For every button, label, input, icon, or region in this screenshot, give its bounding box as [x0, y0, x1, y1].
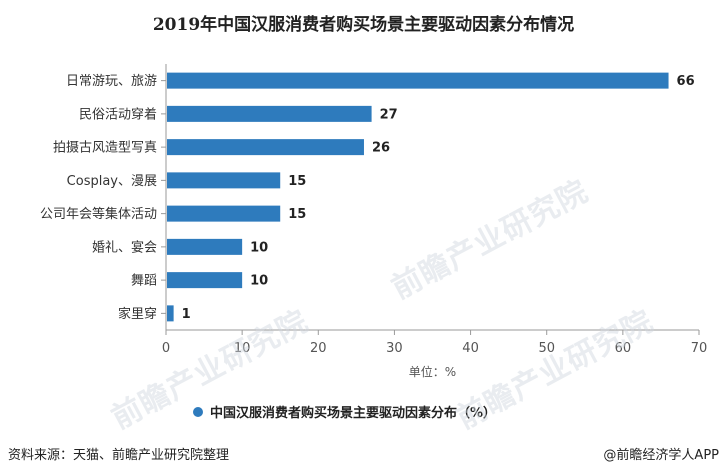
chart-title: 2019年中国汉服消费者购买场景主要驱动因素分布情况 [152, 15, 575, 35]
category-label: 公司年会等集体活动 [40, 206, 157, 222]
category-label: Cosplay、漫展 [67, 174, 157, 189]
category-label: 拍摄古风造型写真 [53, 141, 157, 156]
x-tick-label: 0 [162, 341, 170, 356]
category-label: 日常游玩、旅游 [66, 74, 157, 89]
x-tick-label: 20 [310, 341, 327, 356]
data-label: 15 [288, 174, 306, 189]
x-tick-label: 70 [691, 341, 708, 356]
legend-label: 中国汉服消费者购买场景主要驱动因素分布（%） [210, 405, 496, 421]
data-label: 66 [677, 74, 695, 89]
x-tick-label: 10 [234, 341, 251, 356]
bar [167, 72, 669, 89]
x-tick-label: 40 [462, 341, 479, 356]
x-tick-label: 30 [386, 341, 403, 356]
data-label: 1 [182, 307, 191, 322]
data-label: 15 [288, 207, 306, 222]
legend-marker [193, 407, 203, 417]
category-label: 婚礼、宴会 [92, 239, 157, 255]
x-axis-label: 单位：% [409, 364, 456, 379]
source-note: 资料来源：天猫、前瞻产业研究院整理 [8, 448, 230, 463]
bar [167, 105, 372, 122]
category-label: 舞蹈 [131, 274, 157, 289]
bar [167, 172, 281, 189]
bar [167, 139, 364, 156]
data-label: 26 [372, 141, 390, 156]
bar [167, 272, 243, 289]
category-label: 家里穿 [118, 306, 157, 322]
credit-note: @前瞻经济学人APP [603, 448, 719, 463]
data-label: 10 [250, 274, 268, 289]
x-tick-label: 60 [615, 341, 632, 356]
x-tick-label: 50 [538, 341, 555, 356]
bar [167, 305, 174, 322]
category-label: 民俗活动穿着 [79, 106, 157, 122]
bar [167, 238, 243, 255]
data-label: 27 [380, 107, 398, 122]
data-label: 10 [250, 240, 268, 255]
bar [167, 205, 281, 222]
